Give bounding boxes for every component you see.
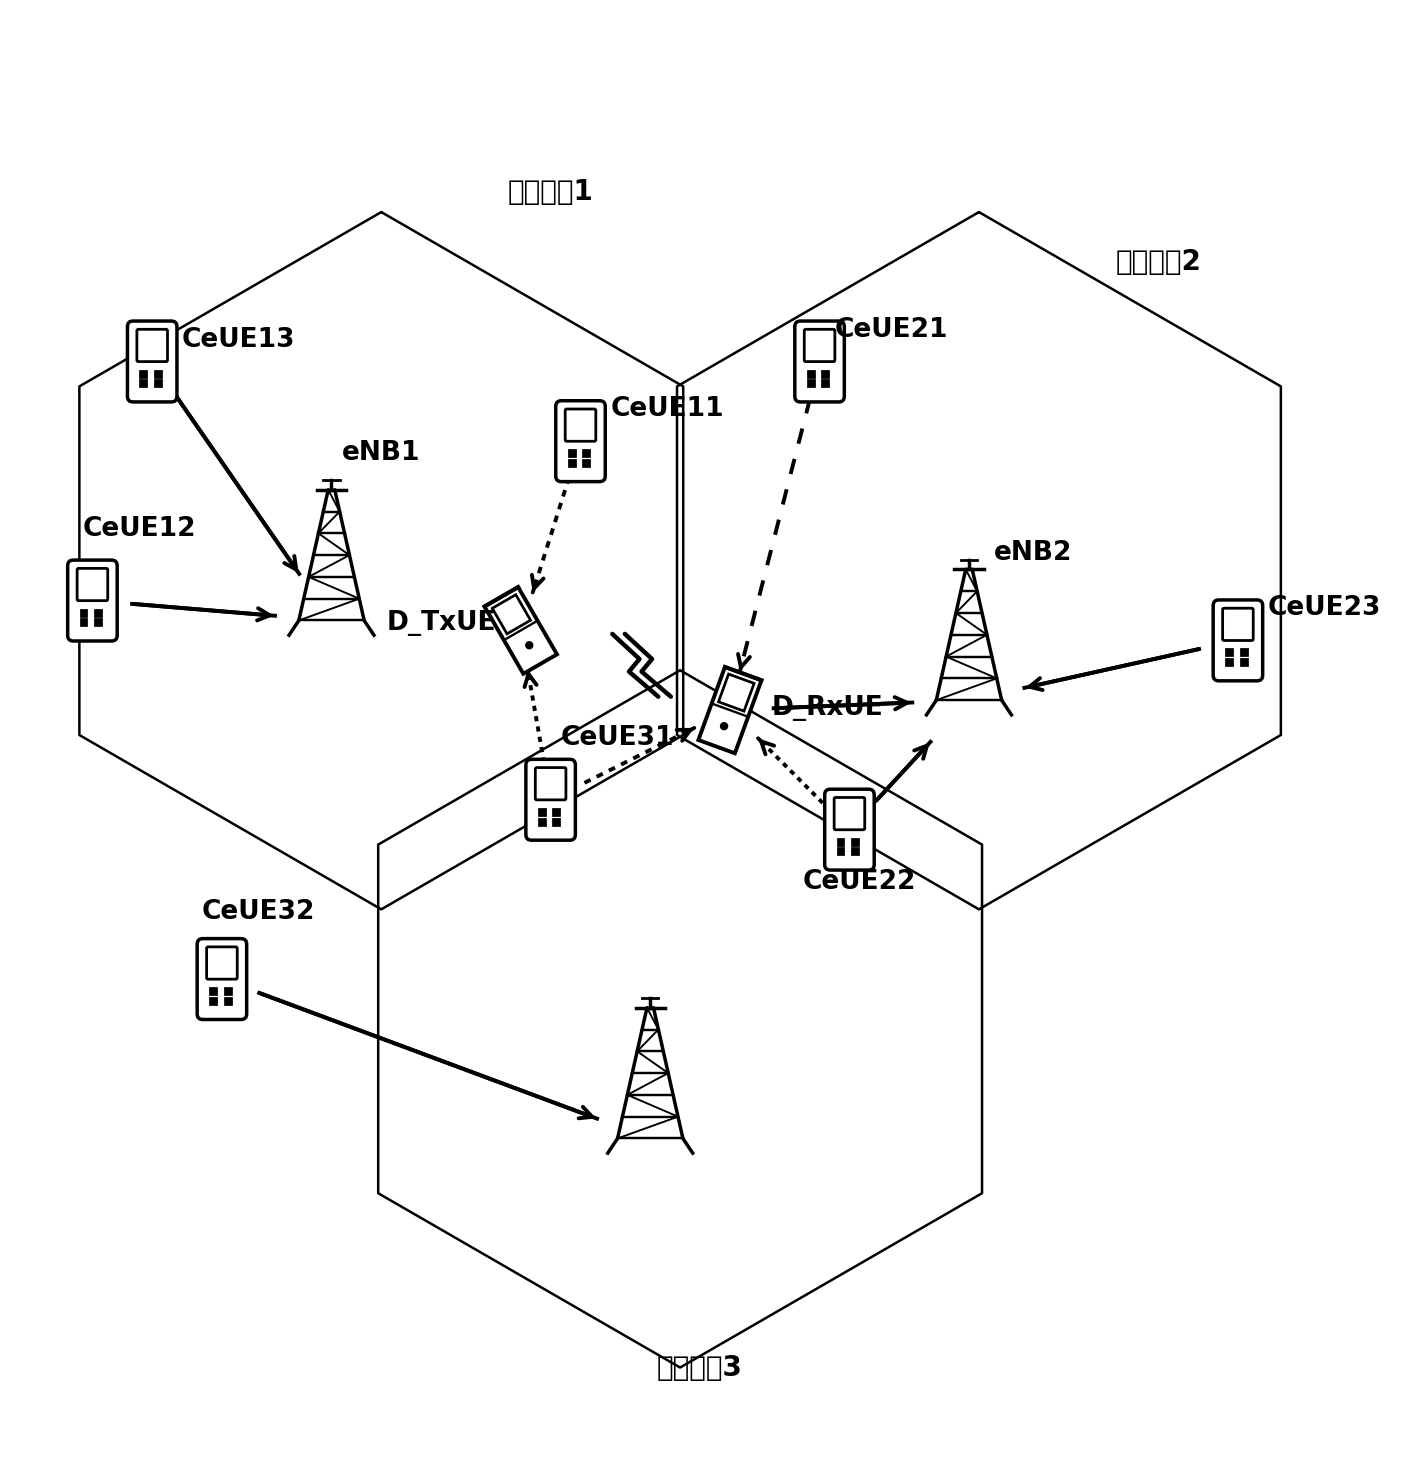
Bar [583, 450, 590, 457]
Bar [569, 460, 576, 468]
Circle shape [721, 722, 728, 730]
Circle shape [526, 642, 532, 648]
Text: CeUE22: CeUE22 [803, 869, 917, 895]
Bar [1240, 650, 1247, 657]
Bar [853, 848, 858, 855]
Bar [837, 848, 844, 855]
Bar [1226, 650, 1233, 657]
Bar [81, 619, 88, 626]
Text: eNB1: eNB1 [342, 440, 420, 466]
Polygon shape [718, 673, 753, 710]
FancyBboxPatch shape [824, 789, 874, 870]
Bar [539, 810, 546, 815]
Polygon shape [484, 588, 558, 673]
Bar [822, 370, 829, 377]
Bar [807, 380, 815, 388]
Bar [81, 610, 88, 617]
Text: 蜂窝小区1: 蜂窝小区1 [508, 178, 593, 206]
Bar [210, 989, 217, 995]
Text: CeUE21: CeUE21 [834, 317, 948, 342]
FancyBboxPatch shape [526, 759, 575, 841]
Bar [140, 380, 148, 388]
FancyBboxPatch shape [1213, 599, 1263, 681]
Text: 蜂窝小区3: 蜂窝小区3 [657, 1354, 744, 1381]
Text: CeUE11: CeUE11 [610, 397, 724, 422]
FancyBboxPatch shape [197, 938, 247, 1020]
FancyBboxPatch shape [556, 401, 606, 481]
Bar [539, 818, 546, 826]
FancyBboxPatch shape [834, 798, 864, 830]
Bar [95, 610, 102, 617]
FancyBboxPatch shape [128, 321, 177, 403]
Text: D_RxUE: D_RxUE [772, 696, 884, 721]
Bar [822, 380, 829, 388]
Text: CeUE12: CeUE12 [82, 517, 196, 542]
Bar [853, 839, 858, 845]
Text: CeUE32: CeUE32 [201, 900, 315, 925]
Bar [1226, 659, 1233, 666]
Text: CeUE31: CeUE31 [561, 725, 674, 750]
Bar [569, 450, 576, 457]
Bar [553, 818, 561, 826]
Bar [155, 380, 162, 388]
Bar [583, 460, 590, 468]
Text: CeUE13: CeUE13 [182, 327, 295, 352]
Polygon shape [492, 595, 531, 633]
Bar [224, 998, 231, 1005]
FancyBboxPatch shape [1223, 608, 1253, 641]
Text: 蜂窝小区2: 蜂窝小区2 [1115, 247, 1200, 275]
FancyBboxPatch shape [136, 330, 167, 361]
FancyBboxPatch shape [77, 568, 108, 601]
Polygon shape [698, 667, 762, 753]
Bar [1240, 659, 1247, 666]
FancyBboxPatch shape [805, 330, 834, 361]
Text: D_TxUE: D_TxUE [386, 610, 495, 636]
Text: eNB2: eNB2 [993, 540, 1073, 565]
FancyBboxPatch shape [68, 559, 118, 641]
Bar [553, 810, 561, 815]
Bar [210, 998, 217, 1005]
Bar [224, 989, 231, 995]
FancyBboxPatch shape [207, 947, 237, 980]
FancyBboxPatch shape [565, 408, 596, 441]
Bar [140, 370, 148, 377]
Text: CeUE23: CeUE23 [1267, 595, 1381, 622]
FancyBboxPatch shape [535, 768, 566, 799]
Bar [837, 839, 844, 845]
Bar [155, 370, 162, 377]
FancyBboxPatch shape [795, 321, 844, 403]
Bar [807, 370, 815, 377]
Bar [95, 619, 102, 626]
